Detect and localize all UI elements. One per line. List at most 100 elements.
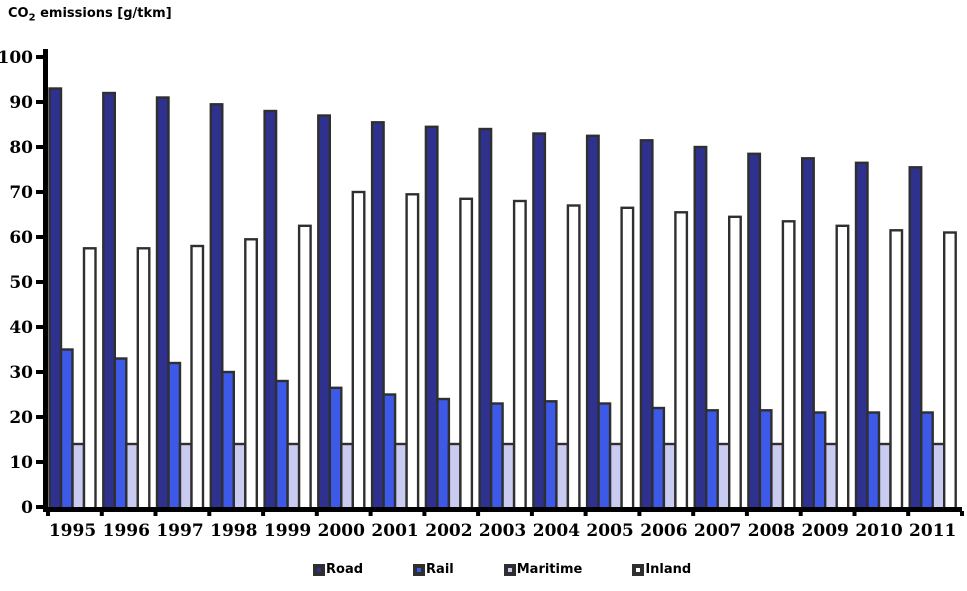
x-tick-label-2007: 2007: [694, 521, 741, 541]
x-tick-label-1999: 1999: [264, 521, 311, 541]
bar-inland-2000: [351, 190, 366, 512]
x-axis-tick: [422, 511, 427, 516]
x-axis-tick: [798, 511, 803, 516]
x-tick-label-2005: 2005: [586, 521, 633, 541]
bar-maritime-2009: [824, 442, 838, 512]
bar-road-2004: [532, 132, 547, 512]
bar-rail-2001: [382, 393, 397, 512]
x-axis-tick: [852, 511, 857, 516]
bar-rail-2008: [758, 409, 773, 512]
x-axis-tick: [207, 511, 212, 516]
bar-maritime-1998: [232, 442, 247, 512]
bar-road-2010: [854, 161, 869, 512]
x-tick-label-2003: 2003: [479, 521, 526, 541]
bar-road-1998: [209, 103, 224, 512]
y-axis-tick: [36, 55, 44, 59]
bar-maritime-2007: [716, 442, 731, 512]
bar-rail-2010: [866, 411, 881, 512]
bar-inland-1998: [244, 238, 259, 512]
bar-inland-2004: [566, 204, 581, 512]
bar-rail-2002: [436, 397, 451, 512]
bar-maritime-2004: [555, 442, 570, 512]
bar-road-1997: [155, 96, 170, 512]
x-tick-label-2001: 2001: [371, 521, 418, 541]
x-axis-tick: [476, 511, 481, 516]
bar-rail-1997: [167, 361, 182, 512]
bar-rail-2004: [543, 400, 558, 512]
y-tick-label-20: 20: [9, 408, 33, 428]
bar-maritime-2002: [447, 442, 462, 512]
x-tick-label-2000: 2000: [318, 521, 365, 541]
legend-marker-rail-icon: [413, 563, 426, 576]
bar-maritime-2008: [770, 442, 785, 512]
y-axis-tick: [36, 100, 44, 104]
bar-inland-2011: [943, 231, 957, 512]
x-axis-tick: [314, 511, 319, 516]
bar-rail-2000: [328, 386, 343, 512]
bar-road-2011: [908, 166, 923, 512]
y-axis-tick: [36, 370, 44, 374]
bar-maritime-1996: [125, 442, 140, 512]
legend-item-rail: Rail: [413, 562, 454, 577]
bar-road-2002: [424, 125, 439, 512]
bar-inland-1995: [82, 247, 97, 512]
bar-rail-1996: [113, 357, 128, 512]
legend-item-maritime: Maritime: [503, 562, 582, 577]
y-axis-tick: [36, 505, 44, 509]
bar-rail-2009: [812, 411, 827, 512]
bar-road-2005: [585, 134, 600, 512]
y-tick-label-80: 80: [9, 138, 33, 158]
x-axis-tick: [637, 511, 642, 516]
bar-rail-2003: [489, 402, 504, 512]
x-tick-label-2002: 2002: [425, 521, 472, 541]
x-axis-tick: [368, 511, 373, 516]
chart-title: CO2 emissions [g/tkm]: [8, 6, 172, 24]
x-axis-tick: [46, 511, 50, 516]
y-axis-tick: [36, 280, 44, 284]
bar-road-2003: [478, 127, 493, 512]
y-axis-tick: [36, 145, 44, 149]
bar-road-2006: [639, 139, 654, 512]
bar-road-1996: [102, 91, 117, 512]
x-tick-label-1997: 1997: [156, 521, 203, 541]
legend-label-rail: Rail: [426, 562, 454, 577]
bar-rail-2007: [705, 409, 719, 512]
x-axis-tick: [99, 511, 104, 516]
chart-title-subscript: 2: [28, 12, 36, 24]
bar-maritime-2006: [662, 442, 677, 512]
bar-road-2000: [317, 114, 331, 512]
bar-inland-2007: [728, 215, 742, 512]
bar-inland-2001: [405, 193, 420, 512]
bar-inland-1999: [297, 224, 312, 512]
y-axis-tick: [36, 235, 44, 239]
bar-inland-2005: [620, 206, 635, 512]
y-tick-label-90: 90: [9, 93, 33, 113]
x-tick-label-2010: 2010: [855, 521, 902, 541]
x-axis-line: [43, 507, 962, 512]
bar-inland-2003: [512, 199, 527, 512]
x-axis-tick: [261, 511, 266, 516]
x-axis-tick: [153, 511, 158, 516]
y-axis-line: [43, 49, 48, 512]
x-axis-tick: [583, 511, 588, 516]
y-tick-label-70: 70: [9, 183, 33, 203]
y-tick-label-40: 40: [9, 318, 33, 338]
x-axis-tick: [906, 511, 911, 516]
x-tick-label-2006: 2006: [640, 521, 687, 541]
legend-marker-inland-icon: [632, 563, 645, 576]
y-tick-label-10: 10: [9, 453, 33, 473]
bar-rail-1999: [274, 379, 289, 512]
x-tick-label-1998: 1998: [210, 521, 257, 541]
y-axis-tick: [36, 415, 44, 419]
x-tick-label-2009: 2009: [802, 521, 849, 541]
bar-inland-2006: [674, 211, 689, 512]
bar-maritime-1995: [71, 442, 86, 512]
y-axis-tick: [36, 325, 44, 329]
chart-plot-area: 1995 1996 1997 1998 1999 2000 2001 2002 2003 2004…: [0, 48, 964, 541]
bar-inland-1997: [190, 244, 205, 512]
legend-label-road: Road: [326, 562, 364, 577]
bar-maritime-2000: [340, 442, 354, 512]
bar-maritime-1997: [178, 442, 193, 512]
x-tick-label-1995: 1995: [49, 521, 96, 541]
